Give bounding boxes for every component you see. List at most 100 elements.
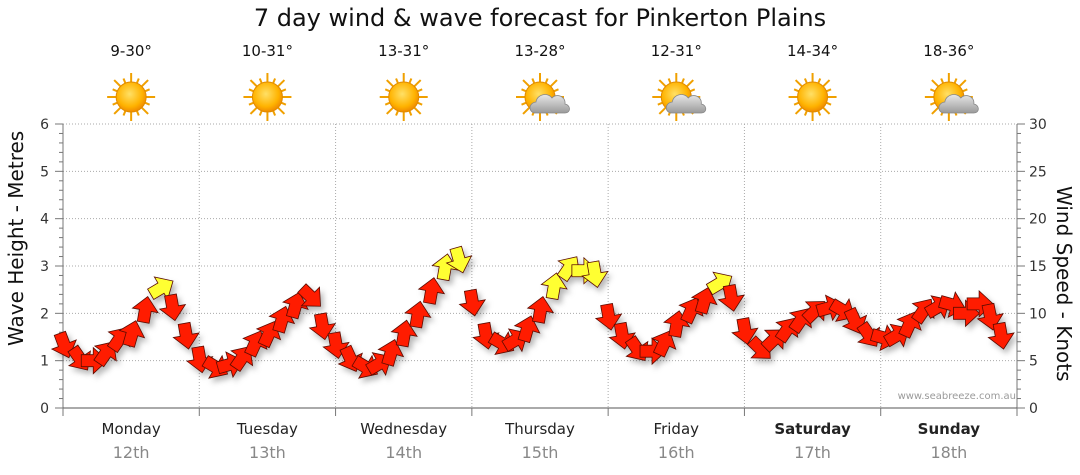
temperature-label: 10-31° bbox=[241, 42, 293, 60]
cloud-shape bbox=[938, 94, 979, 114]
sun-ray bbox=[958, 79, 967, 88]
y-axis-title-right: Wind Speed - Knots bbox=[1052, 186, 1076, 382]
wind-arrow bbox=[147, 276, 174, 301]
temperature-label: 14-34° bbox=[787, 42, 839, 60]
wind-arrow bbox=[690, 286, 718, 315]
day-name-label: Thursday bbox=[505, 420, 575, 438]
sun-ray bbox=[276, 106, 286, 115]
watermark: www.seabreeze.com.au bbox=[897, 391, 1016, 402]
day-date-label: 15th bbox=[521, 443, 559, 462]
sun-disc bbox=[388, 81, 420, 113]
day-name-label: Saturday bbox=[774, 420, 851, 438]
sun-ray bbox=[658, 106, 668, 115]
y-tick-label-left: 1 bbox=[40, 354, 49, 370]
sun-ray bbox=[276, 79, 286, 88]
wind-arrow bbox=[131, 296, 159, 324]
wind-arrow bbox=[526, 296, 555, 324]
sun-disc bbox=[251, 81, 283, 113]
wind-arrow bbox=[172, 321, 200, 350]
temperature-label: 18-36° bbox=[923, 42, 975, 60]
wind-arrow bbox=[445, 245, 473, 274]
cloud-icon bbox=[529, 94, 570, 114]
sun-ray bbox=[249, 106, 259, 115]
wind-arrow bbox=[540, 272, 568, 301]
wind-arrow bbox=[717, 284, 745, 312]
cloud-shape bbox=[665, 94, 707, 114]
wind-arrow bbox=[297, 283, 321, 307]
day-date-label: 18th bbox=[930, 443, 968, 462]
day-date-label: 17th bbox=[794, 443, 831, 462]
wind-arrow bbox=[308, 312, 337, 341]
wind-arrow bbox=[404, 300, 432, 329]
sun-icon bbox=[379, 73, 428, 121]
y-tick-label-right: 30 bbox=[1029, 117, 1047, 133]
day-name-label: Wednesday bbox=[360, 420, 448, 438]
sun-cloud-icon bbox=[924, 73, 979, 121]
day-date-label: 14th bbox=[385, 443, 423, 462]
sun-ray bbox=[821, 106, 831, 115]
temperature-label: 13-28° bbox=[514, 42, 566, 60]
sun-ray bbox=[931, 106, 940, 115]
sun-cloud-icon bbox=[652, 73, 707, 121]
wind-arrow bbox=[987, 321, 1015, 350]
sun-icon bbox=[243, 73, 292, 121]
y-tick-label-left: 4 bbox=[40, 212, 49, 228]
wind-arrow bbox=[282, 291, 309, 320]
y-tick-label-left: 5 bbox=[40, 164, 49, 180]
sun-disc bbox=[797, 81, 829, 113]
day-date-label: 13th bbox=[249, 443, 286, 462]
y-tick-label-right: 5 bbox=[1029, 354, 1038, 370]
wind-arrow bbox=[458, 288, 487, 317]
wind-arrow bbox=[594, 302, 623, 331]
day-date-label: 12th bbox=[112, 443, 150, 462]
wind-arrow bbox=[158, 293, 187, 322]
sun-ray bbox=[113, 79, 122, 88]
wind-arrow bbox=[118, 320, 146, 348]
y-tick-label-right: 25 bbox=[1029, 164, 1047, 180]
y-tick-label-right: 15 bbox=[1029, 259, 1047, 275]
wind-arrow bbox=[953, 299, 981, 328]
sun-ray bbox=[522, 106, 531, 115]
wind-arrow bbox=[417, 277, 446, 305]
sun-ray bbox=[522, 79, 531, 88]
day-name-label: Friday bbox=[653, 420, 700, 438]
sun-cloud-icon bbox=[516, 73, 570, 121]
wind-arrow bbox=[390, 319, 418, 348]
sun-icon bbox=[107, 73, 156, 121]
sun-ray bbox=[386, 79, 395, 88]
y-tick-label-right: 10 bbox=[1029, 306, 1047, 322]
sun-ray bbox=[412, 106, 422, 115]
y-tick-label-left: 3 bbox=[40, 259, 49, 275]
wind-arrow bbox=[639, 337, 667, 366]
chart-title: 7 day wind & wave forecast for Pinkerton… bbox=[253, 4, 827, 32]
sun-ray bbox=[140, 79, 149, 88]
cloud-shape bbox=[529, 94, 570, 114]
wind-arrow bbox=[377, 339, 405, 367]
cloud-icon bbox=[938, 94, 979, 114]
y-tick-label-right: 0 bbox=[1029, 401, 1038, 417]
sun-ray bbox=[794, 79, 804, 88]
sun-ray bbox=[821, 79, 831, 88]
sun-disc bbox=[115, 81, 147, 113]
y-tick-label-left: 0 bbox=[40, 401, 49, 417]
y-tick-label-left: 2 bbox=[40, 306, 49, 322]
y-axis-title-left: Wave Height - Metres bbox=[4, 130, 28, 346]
day-name-label: Monday bbox=[101, 420, 161, 438]
y-tick-label-right: 20 bbox=[1029, 212, 1047, 228]
temperature-label: 13-31° bbox=[378, 42, 430, 60]
wind-arrow bbox=[976, 302, 1004, 331]
wind-arrow bbox=[513, 315, 541, 344]
day-name-label: Tuesday bbox=[236, 420, 298, 438]
sun-ray bbox=[113, 106, 122, 115]
wind-arrow bbox=[731, 317, 759, 345]
day-date-label: 16th bbox=[657, 443, 695, 462]
wind-arrow bbox=[581, 260, 609, 289]
sun-ray bbox=[386, 106, 395, 115]
y-tick-label-left: 6 bbox=[40, 117, 49, 133]
sun-icon bbox=[788, 73, 837, 121]
sun-ray bbox=[658, 79, 668, 88]
temperature-label: 9-30° bbox=[110, 42, 152, 60]
temperature-label: 12-31° bbox=[650, 42, 702, 60]
sun-ray bbox=[549, 79, 558, 88]
